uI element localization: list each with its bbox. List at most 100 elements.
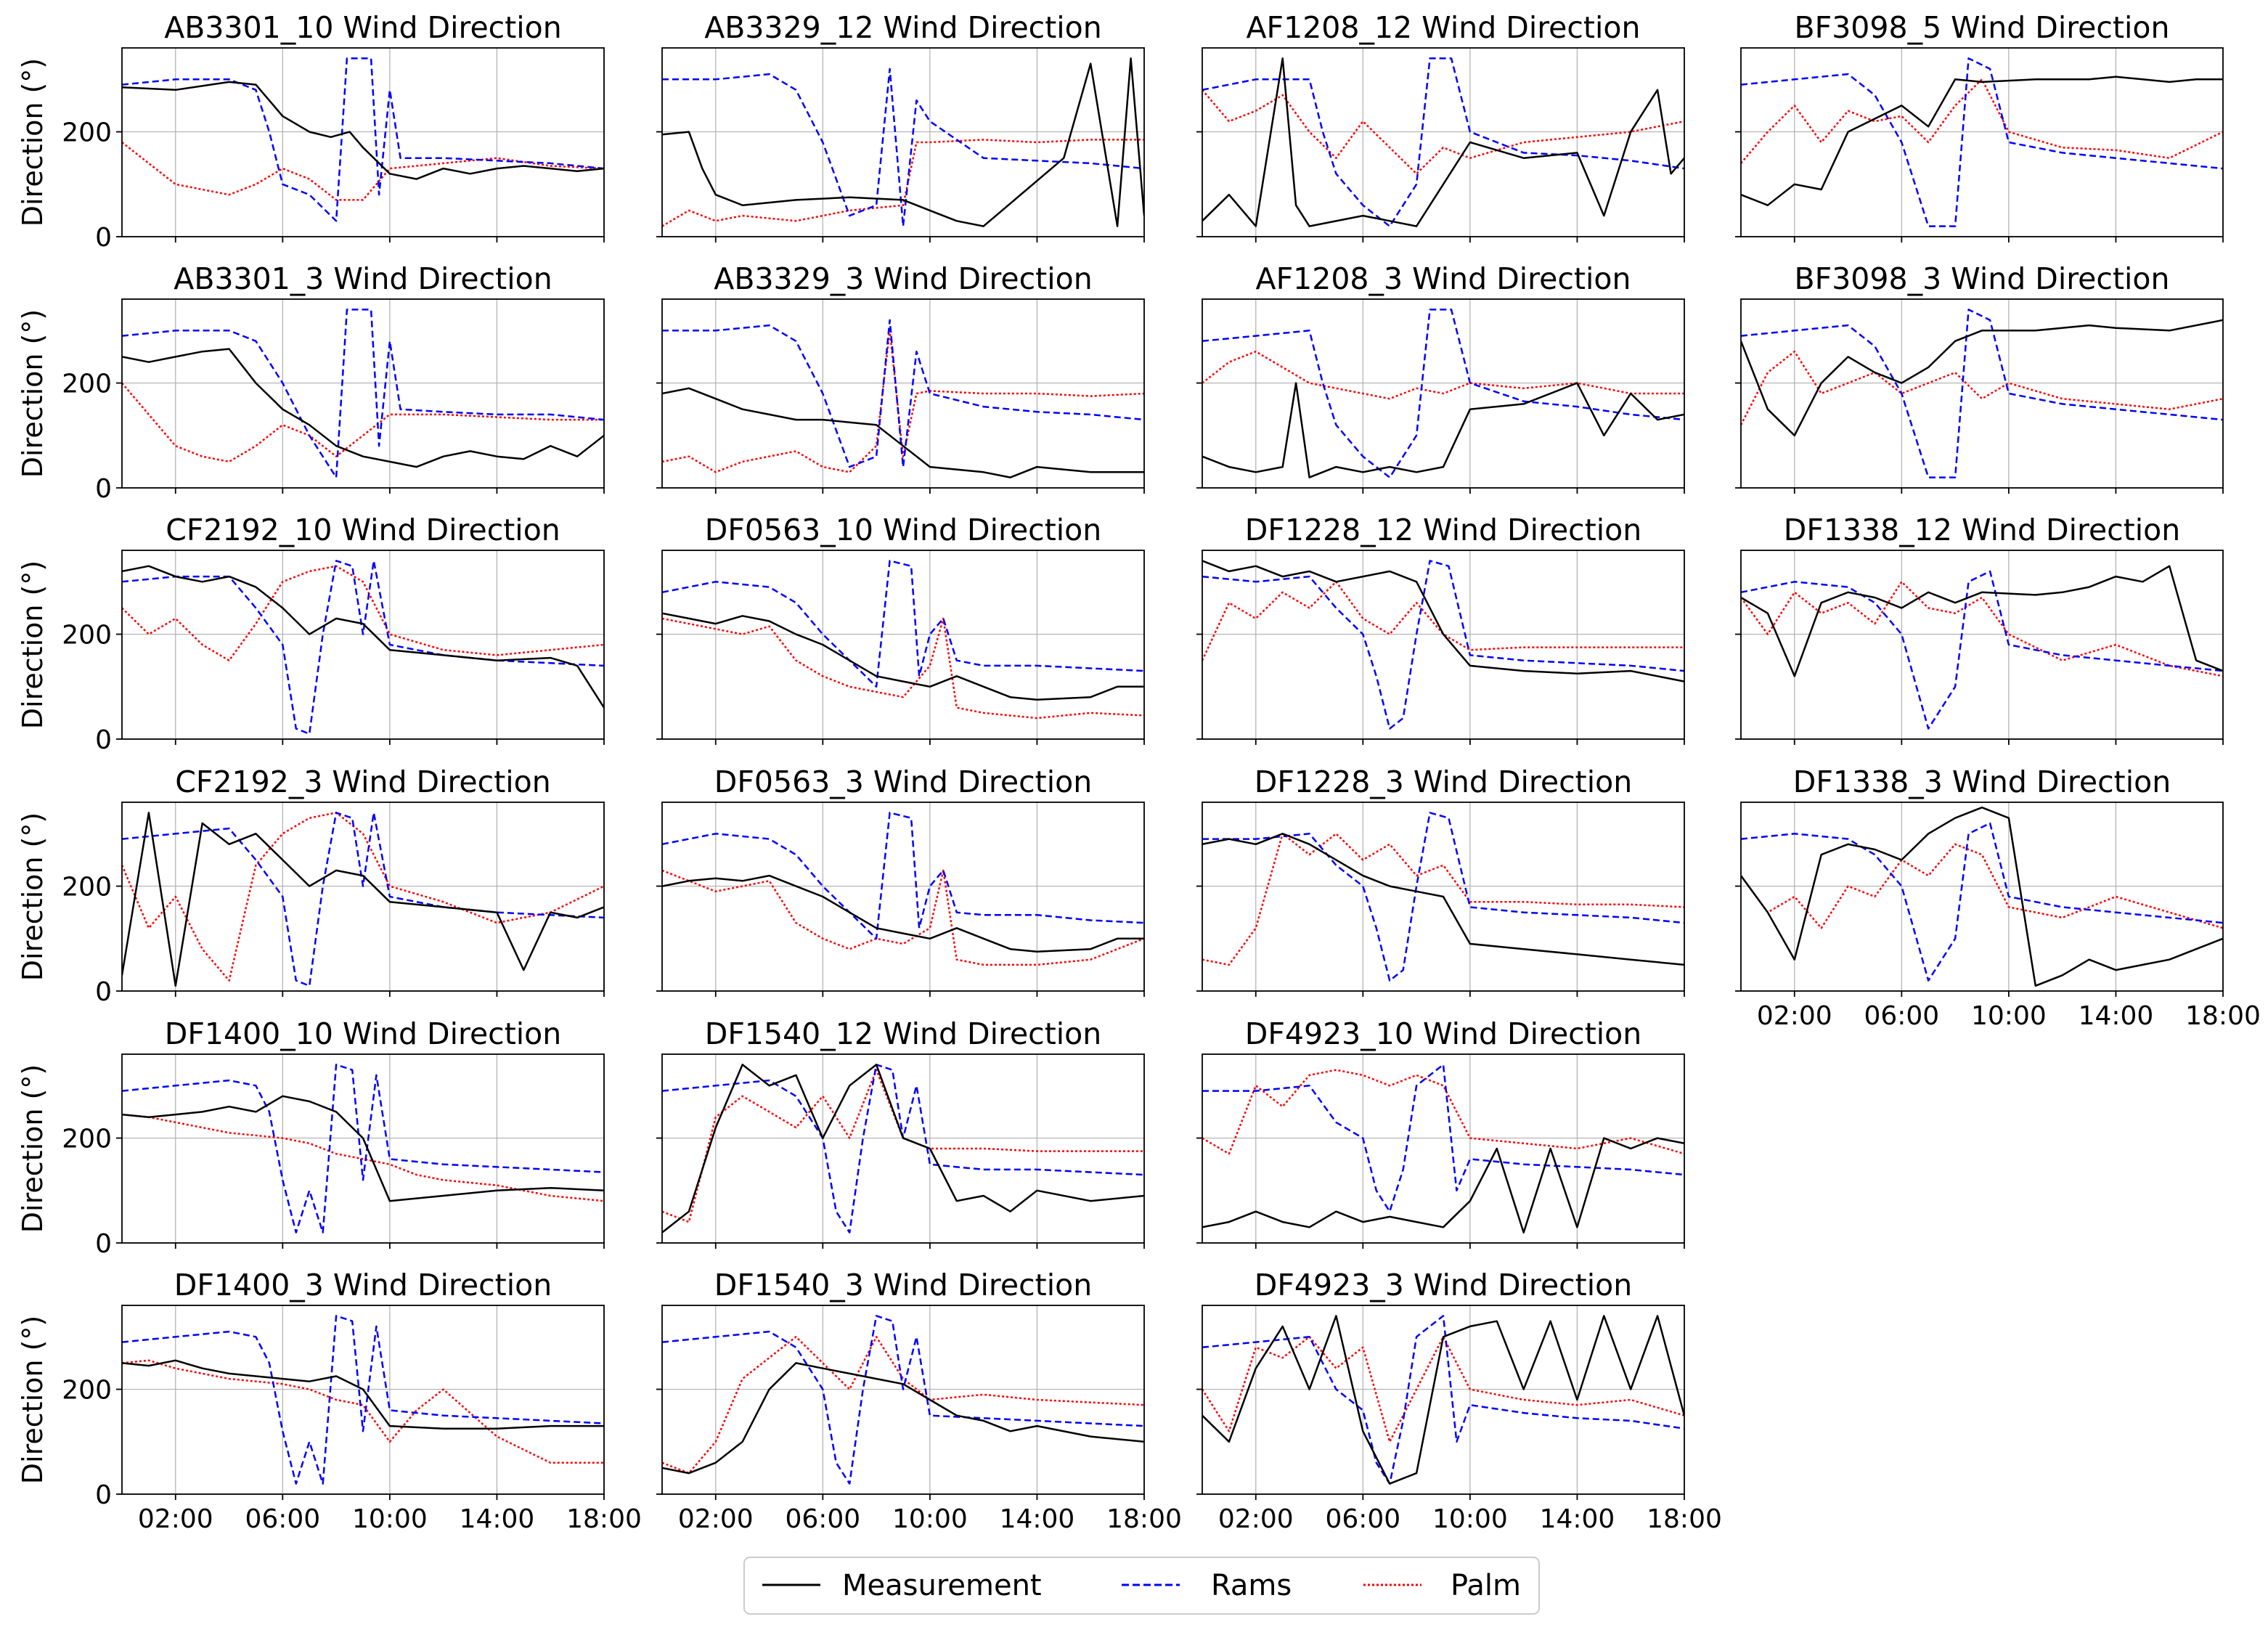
plot-frame bbox=[121, 1305, 605, 1495]
panel: DF4923_3 Wind Direction 02:00 06:00 10:00 14… bbox=[1196, 1268, 1722, 1534]
panel-title: DF0563_3 Wind Direction bbox=[714, 765, 1092, 799]
series-line-palm bbox=[122, 142, 604, 201]
legend-measurement-label: Measurement bbox=[842, 1569, 1042, 1602]
panel-title: CF2192_3 Wind Direction bbox=[175, 765, 550, 799]
series-line-measurement bbox=[122, 81, 604, 180]
series-line-palm bbox=[662, 330, 1144, 473]
plot-frame bbox=[661, 1053, 1145, 1244]
panel-title: DF1338_12 Wind Direction bbox=[1784, 513, 2181, 547]
panel: DF1228_3 Wind Direction bbox=[1196, 765, 1685, 997]
panel: AF1208_3 Wind Direction bbox=[1196, 261, 1685, 494]
legend-box bbox=[743, 1557, 1540, 1615]
plot-frame bbox=[661, 47, 1145, 237]
x-tick-label: 18:00 bbox=[1647, 1504, 1722, 1534]
y-tick-label: 0 bbox=[95, 1480, 112, 1510]
y-axis-label: Direction (°) bbox=[17, 1064, 49, 1233]
x-tick-label: 02:00 bbox=[1757, 1001, 1832, 1031]
series-line-rams bbox=[122, 560, 604, 735]
panel: AB3329_12 Wind Direction bbox=[656, 10, 1145, 242]
x-tick-label: 10:00 bbox=[1432, 1504, 1508, 1534]
series-line-measurement bbox=[122, 812, 604, 987]
series-line-rams bbox=[662, 812, 1144, 940]
series-line-rams bbox=[1741, 309, 2223, 478]
legend: Measurement Rams Palm bbox=[743, 1557, 1540, 1615]
series-line-measurement bbox=[1741, 319, 2223, 437]
series-line-rams bbox=[122, 812, 604, 987]
panel: CF2192_10 Wind Direction 0 200 Direction (°… bbox=[17, 513, 605, 755]
series-line-measurement bbox=[1741, 806, 2223, 987]
x-tick-label: 02:00 bbox=[1218, 1504, 1294, 1534]
series-line-measurement bbox=[1741, 565, 2223, 677]
panel: DF1540_12 Wind Direction bbox=[656, 1016, 1145, 1249]
series-line-rams bbox=[1202, 812, 1684, 982]
series-line-rams bbox=[662, 68, 1144, 227]
panel-title: AB3301_3 Wind Direction bbox=[174, 261, 552, 296]
plot-frame bbox=[121, 802, 605, 992]
plot-frame bbox=[661, 550, 1145, 740]
series-line-palm bbox=[1202, 1336, 1684, 1443]
panel: AB3301_10 Wind Direction 0 200 Direction (°… bbox=[17, 10, 605, 253]
series-line-measurement bbox=[122, 348, 604, 468]
y-axis-label: Direction (°) bbox=[17, 560, 49, 729]
series-line-measurement bbox=[1202, 382, 1684, 478]
panel: BF3098_3 Wind Direction bbox=[1735, 261, 2224, 494]
x-tick-label: 14:00 bbox=[1540, 1504, 1615, 1534]
series-line-measurement bbox=[122, 565, 604, 709]
x-tick-label: 18:00 bbox=[2185, 1001, 2261, 1031]
y-tick-label: 0 bbox=[95, 223, 112, 253]
x-tick-label: 14:00 bbox=[1000, 1504, 1075, 1534]
y-tick-label: 200 bbox=[62, 1125, 112, 1154]
plot-frame bbox=[1202, 47, 1685, 237]
plot-frame bbox=[1202, 550, 1685, 740]
series-line-measurement bbox=[1202, 833, 1684, 966]
panel: AB3329_3 Wind Direction bbox=[656, 261, 1145, 494]
plot-frame bbox=[1740, 550, 2224, 740]
series-line-rams bbox=[122, 309, 604, 478]
x-tick-label: 10:00 bbox=[1971, 1001, 2047, 1031]
panel: AB3301_3 Wind Direction 0 200 Direction (°) bbox=[17, 261, 605, 504]
plot-frame bbox=[1202, 802, 1685, 992]
x-tick-label: 06:00 bbox=[1325, 1504, 1400, 1534]
series-line-palm bbox=[122, 812, 604, 982]
series-line-rams bbox=[662, 560, 1144, 688]
series-line-measurement bbox=[122, 1095, 604, 1202]
series-line-rams bbox=[1202, 1064, 1684, 1212]
series-line-palm bbox=[662, 617, 1144, 719]
y-tick-label: 200 bbox=[62, 621, 112, 651]
series-line-rams bbox=[122, 1064, 604, 1234]
plot-frame bbox=[1202, 1053, 1685, 1244]
panel-title: DF0563_10 Wind Direction bbox=[705, 513, 1102, 547]
panel: DF1400_3 Wind Direction 0 200 Direction (°)… bbox=[17, 1268, 642, 1534]
panel: DF1338_3 Wind Direction 02:00 06:00 10:00 14… bbox=[1735, 765, 2261, 1031]
series-line-rams bbox=[1202, 560, 1684, 730]
panel: AF1208_12 Wind Direction bbox=[1196, 10, 1685, 242]
series-line-measurement bbox=[122, 1359, 604, 1430]
plot-frame bbox=[121, 550, 605, 740]
panel-title: DF1540_12 Wind Direction bbox=[705, 1016, 1102, 1051]
x-tick-label: 02:00 bbox=[138, 1504, 213, 1534]
series-line-rams bbox=[1741, 822, 2223, 982]
panel-title: AB3329_3 Wind Direction bbox=[714, 261, 1092, 296]
series-line-palm bbox=[1741, 350, 2223, 425]
series-line-measurement bbox=[1202, 1137, 1684, 1234]
plot-frame bbox=[1202, 298, 1685, 489]
series-line-rams bbox=[1202, 57, 1684, 227]
panel-title: AB3329_12 Wind Direction bbox=[704, 10, 1102, 45]
panel-title: DF1540_3 Wind Direction bbox=[714, 1268, 1092, 1302]
series-line-measurement bbox=[1741, 76, 2223, 206]
panel-title: DF1400_10 Wind Direction bbox=[165, 1016, 562, 1051]
series-line-measurement bbox=[662, 874, 1144, 953]
x-tick-label: 06:00 bbox=[785, 1504, 860, 1534]
series-line-measurement bbox=[662, 57, 1144, 227]
x-tick-label: 02:00 bbox=[678, 1504, 754, 1534]
series-line-rams bbox=[1741, 57, 2223, 227]
series-line-palm bbox=[662, 1069, 1144, 1223]
x-tick-label: 06:00 bbox=[1864, 1001, 1939, 1031]
y-tick-label: 0 bbox=[95, 1229, 112, 1259]
y-tick-label: 200 bbox=[62, 370, 112, 399]
series-line-measurement bbox=[1202, 560, 1684, 682]
series-line-palm bbox=[1202, 89, 1684, 175]
y-axis-label: Direction (°) bbox=[17, 812, 49, 981]
